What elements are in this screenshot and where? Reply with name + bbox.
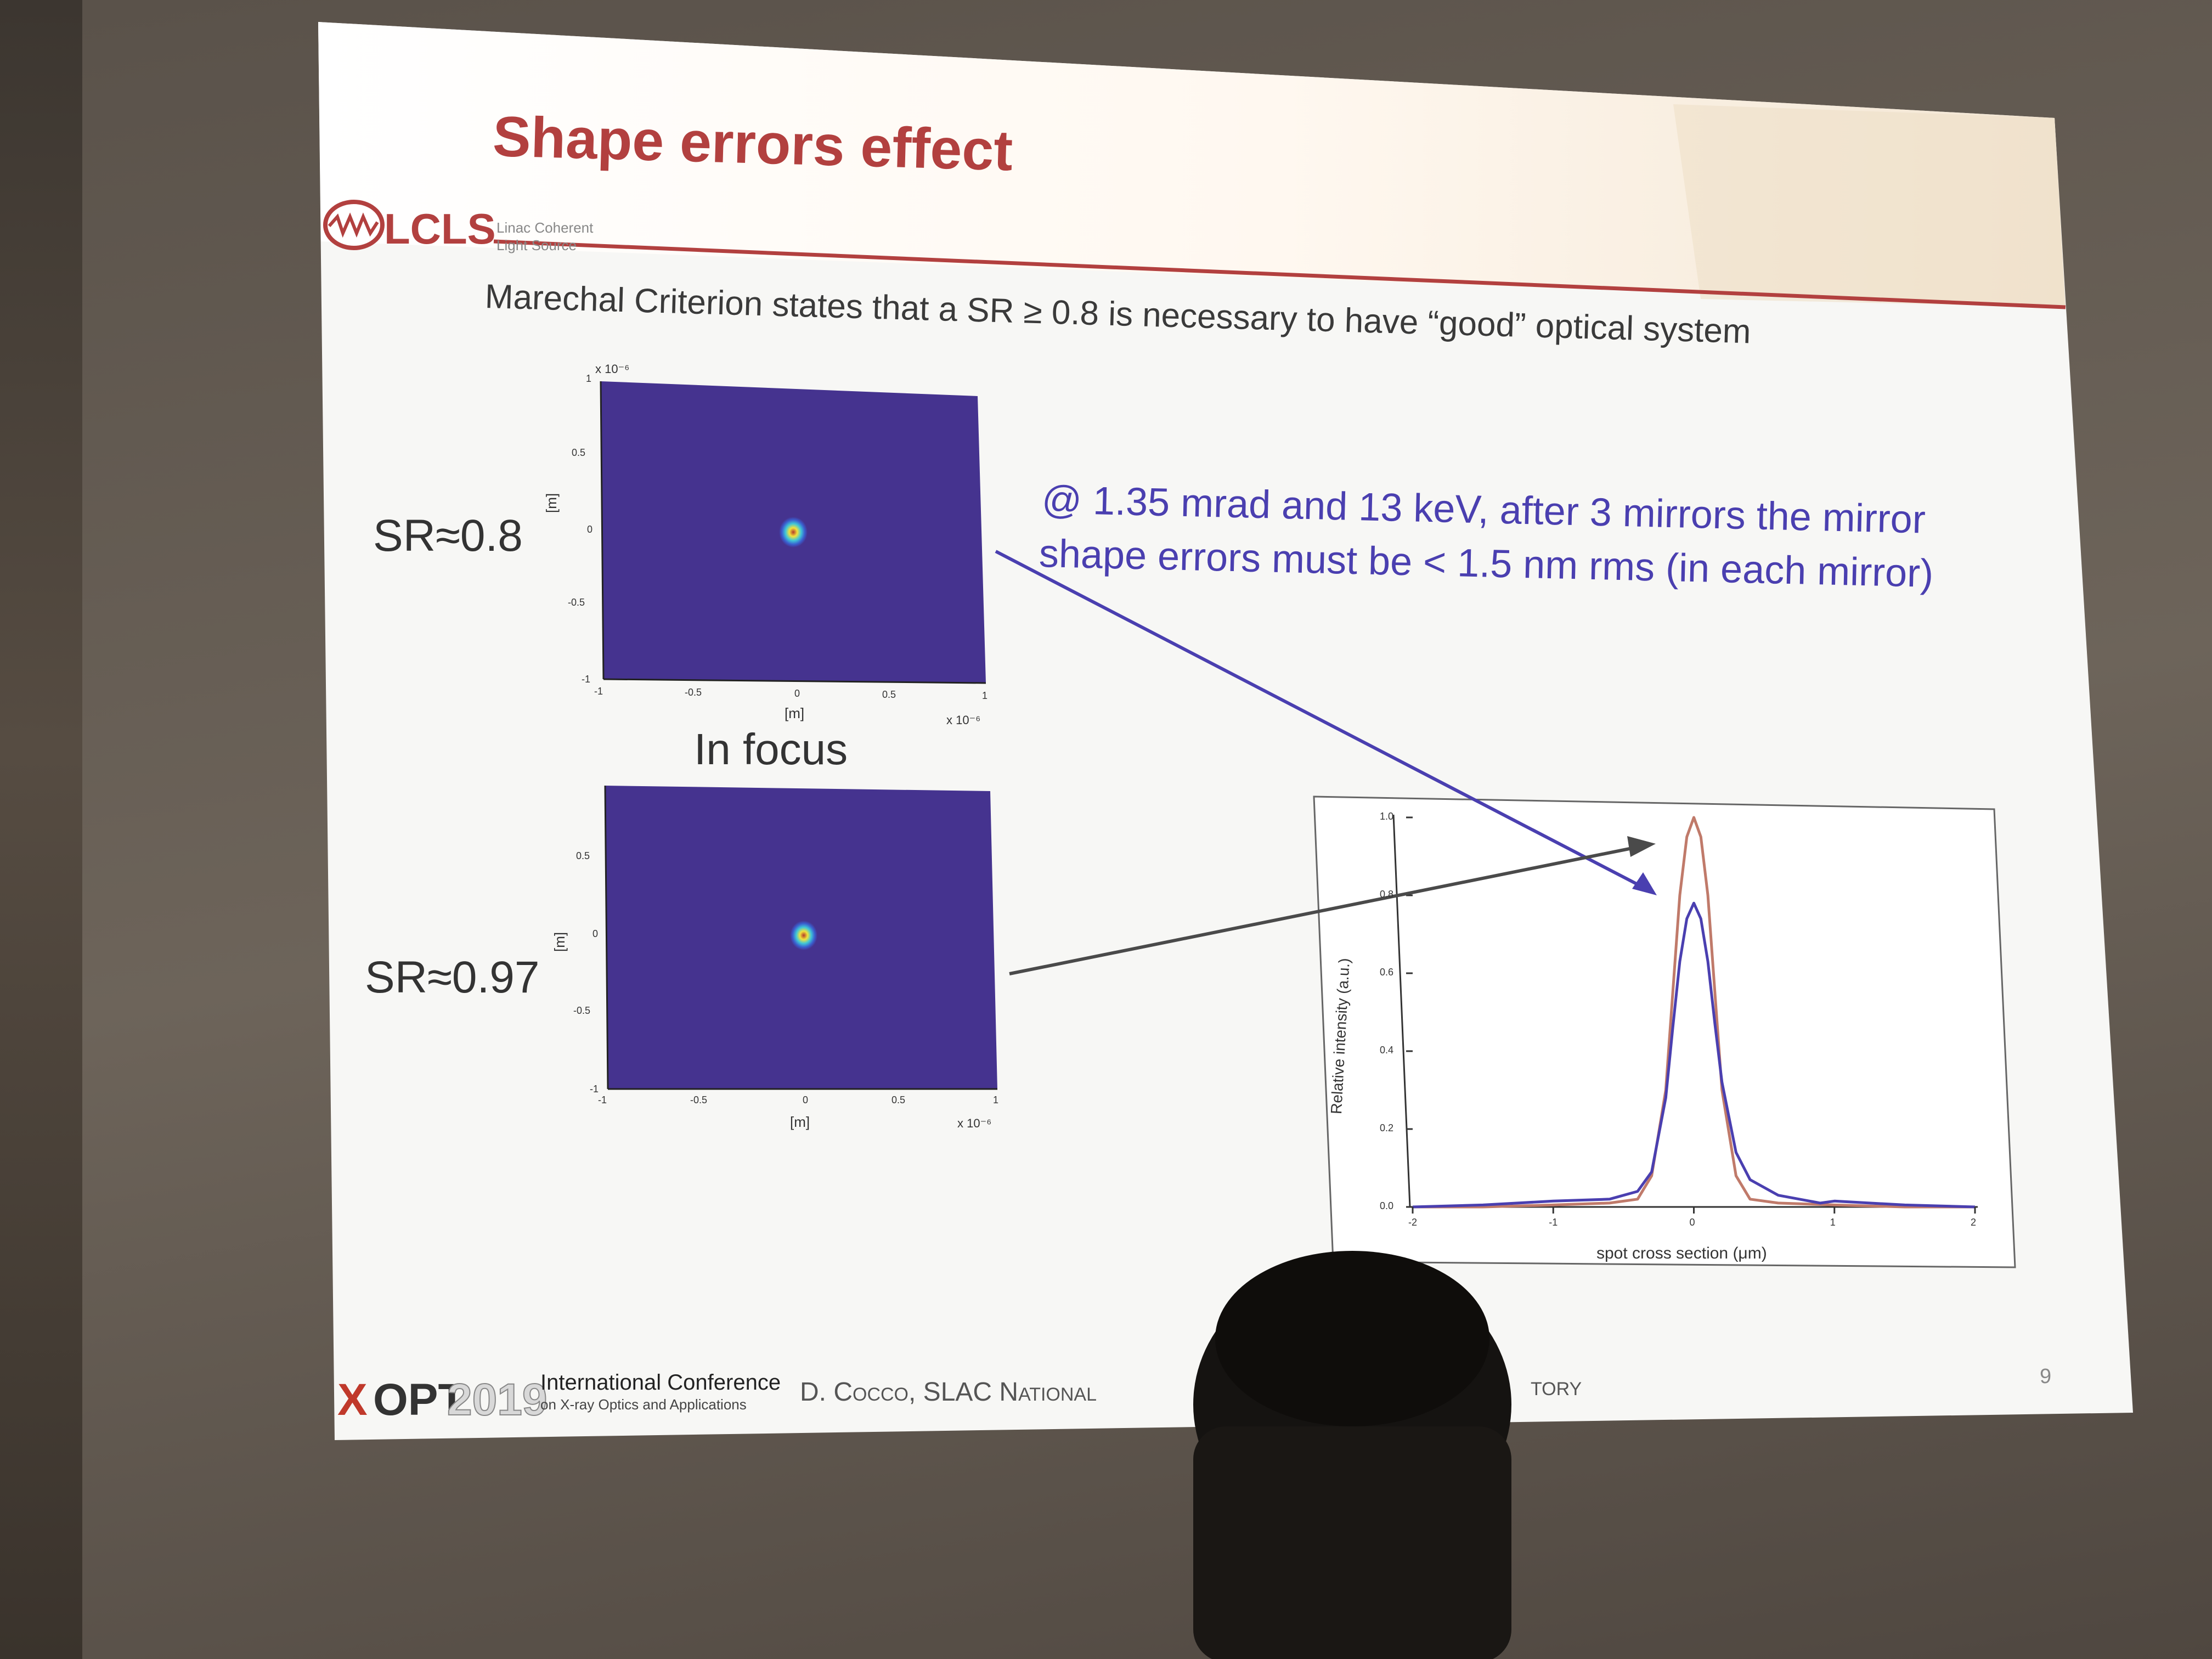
plot-1-xtick: -0.5 — [685, 687, 702, 698]
header-decoration — [1673, 104, 2066, 307]
plot-1-xtick: -1 — [594, 686, 603, 697]
plot-2-ytick: 0.5 — [576, 850, 590, 861]
author-affiliation: D. Cocco, SLAC National — [800, 1378, 1097, 1407]
plot-2-ytick: -1 — [590, 1084, 599, 1094]
plot-2-spot — [790, 921, 817, 950]
plot-1-exp-top: x 10⁻⁶ — [595, 362, 630, 376]
annotation-arrow-dark — [1009, 836, 1656, 975]
lcls-logo-sub1: Linac Coherent — [496, 219, 594, 236]
chart-y-axis — [1392, 814, 1411, 1207]
plot-1-spot — [779, 517, 808, 548]
plot-1-ytick: -0.5 — [568, 597, 585, 608]
lcls-logo-icon — [323, 200, 385, 250]
plot-1-xtick: 0 — [794, 688, 800, 699]
chart-ytick-label: 0.0 — [1380, 1200, 1394, 1211]
chart-xtick-label: 2 — [1971, 1217, 1977, 1228]
chart-xtick-label: 0 — [1689, 1217, 1695, 1228]
plot-2-ytick: -0.5 — [573, 1005, 591, 1016]
chart-xtick-label: -2 — [1408, 1217, 1418, 1228]
chart-xtick-label: -1 — [1549, 1217, 1558, 1228]
xopt-logo-year: 2019 — [447, 1374, 548, 1425]
chart-series-line-1 — [1412, 901, 1976, 1209]
in-focus-label: In focus — [694, 725, 848, 774]
page-number: 9 — [2040, 1365, 2052, 1388]
plot-1-exp-bottom: x 10⁻⁶ — [946, 713, 981, 727]
plot-1-xtick: 1 — [982, 690, 988, 701]
lcls-logo-text: LCLS — [384, 205, 496, 253]
plot-2-ytick: 0 — [592, 928, 599, 939]
chart-series-line-0 — [1413, 816, 1975, 1209]
chart-ytick-label: 0.4 — [1380, 1045, 1394, 1056]
chart-frame — [1313, 795, 2016, 1268]
annotation-arrow-blue — [995, 550, 1657, 895]
plot-2-xtick: 0 — [803, 1094, 809, 1105]
conference-line-1: International Conference — [540, 1370, 781, 1395]
plot-1-ytick: 1 — [586, 373, 592, 384]
spot-plot-2 — [604, 785, 997, 1090]
plot-2-ylabel: [m] — [551, 932, 568, 952]
plot-2-xtick: -0.5 — [690, 1094, 708, 1105]
slide-header-band — [318, 22, 2066, 307]
chart-xtick-label: 1 — [1830, 1217, 1836, 1228]
plot-1-ylabel: [m] — [543, 493, 560, 513]
sr-label-1: SR≈0.8 — [373, 511, 523, 561]
sr-label-2: SR≈0.97 — [365, 952, 540, 1002]
chart-ytick-label: 0.6 — [1380, 967, 1394, 978]
plot-2-xtick: 1 — [993, 1094, 999, 1105]
spot-plot-1 — [600, 381, 986, 684]
xopt-logo-opt: OPT — [373, 1375, 466, 1425]
plot-2-xtick: -1 — [598, 1094, 607, 1105]
chart-ytick-label: 0.8 — [1380, 889, 1394, 900]
plot-2-xlabel: [m] — [790, 1114, 810, 1130]
plot-1-ytick: -1 — [582, 674, 591, 685]
xopt-logo-x: X — [337, 1375, 368, 1425]
plot-2-xtick: 0.5 — [891, 1094, 906, 1105]
lcls-logo-sub2: Light Source — [496, 237, 577, 253]
plot-1-ytick: 0.5 — [572, 447, 586, 458]
chart-ytick-label: 0.2 — [1380, 1122, 1394, 1133]
author-affiliation-tail: tory — [1531, 1372, 1582, 1401]
plot-1-xtick: 0.5 — [882, 689, 896, 700]
plot-2-exp-bottom: x 10⁻⁶ — [957, 1116, 992, 1130]
plot-1-ytick: 0 — [587, 524, 593, 535]
audience-head-silhouette — [1193, 1251, 1511, 1659]
chart-ytick-label: 1.0 — [1380, 811, 1394, 822]
conference-line-2: on X-ray Optics and Applications — [540, 1396, 747, 1413]
plot-1-xlabel: [m] — [785, 705, 805, 721]
chart-xlabel: spot cross section (μm) — [1596, 1244, 1767, 1262]
intensity-chart — [1313, 795, 2016, 1268]
header-rule — [493, 239, 2066, 309]
